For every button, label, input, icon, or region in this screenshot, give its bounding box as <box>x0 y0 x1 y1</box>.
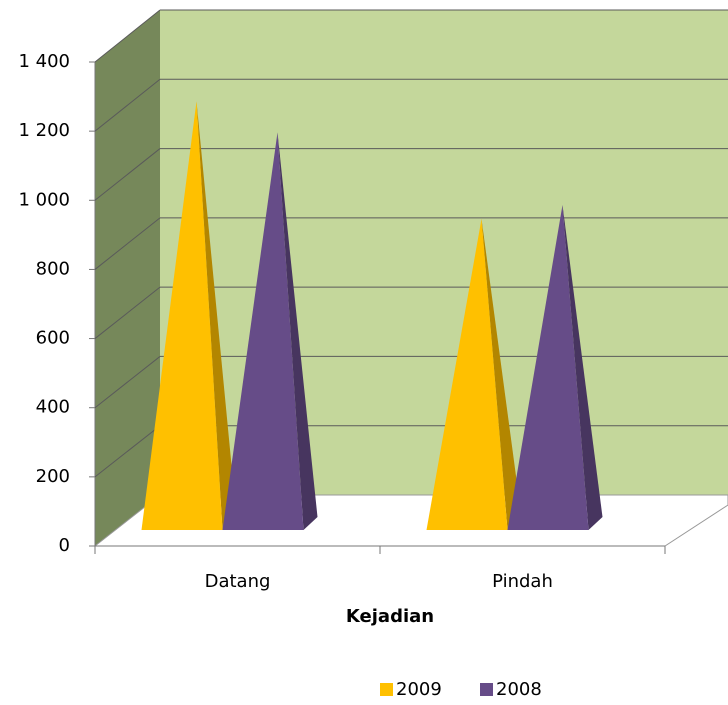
legend-swatch <box>480 683 493 696</box>
y-tick-label: 1 200 <box>18 120 70 141</box>
grid-line <box>94 217 161 270</box>
grid-line <box>94 425 161 478</box>
grid-line <box>94 356 161 409</box>
pyramid <box>141 101 223 531</box>
y-tick-label: 400 <box>36 397 70 418</box>
side-wall <box>95 10 160 546</box>
grid-line <box>94 78 161 132</box>
x-tick-label: Pindah <box>492 571 553 592</box>
y-tick-label: 0 <box>59 535 70 556</box>
pyramid-side <box>562 205 603 530</box>
x-tick-label: Datang <box>205 571 271 592</box>
pyramid-side <box>196 101 237 531</box>
x-axis-title: Kejadian <box>346 606 434 627</box>
legend-label: 2009 <box>396 679 442 700</box>
y-tick-label: 600 <box>36 328 70 349</box>
y-tick-label: 200 <box>36 466 70 487</box>
grid-line <box>94 286 161 339</box>
legend-label: 2008 <box>496 679 542 700</box>
pyramid <box>507 205 589 530</box>
pyramid-side <box>481 218 522 530</box>
pyramid <box>222 132 304 530</box>
y-tick-label: 1 000 <box>18 189 70 210</box>
y-tick-label: 1 400 <box>18 51 70 72</box>
pyramid-side <box>277 132 318 530</box>
y-tick-label: 800 <box>36 258 70 279</box>
legend-swatch <box>380 683 393 696</box>
grid-line <box>94 148 161 201</box>
pyramid <box>426 218 508 530</box>
grid-line <box>94 9 161 63</box>
